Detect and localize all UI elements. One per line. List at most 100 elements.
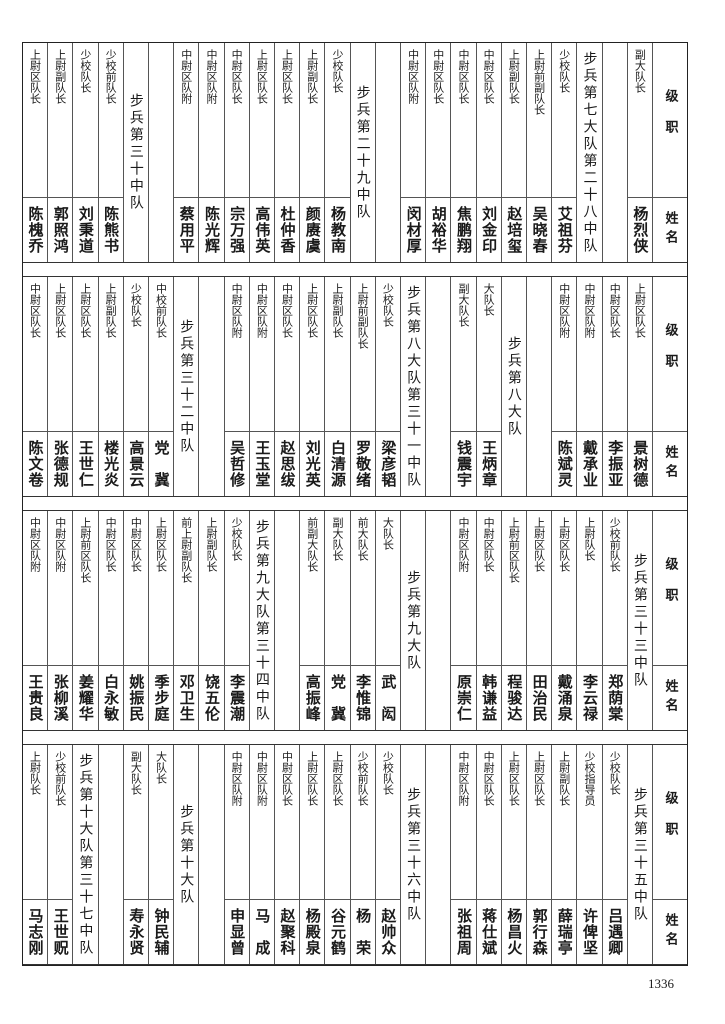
blank-column [374,43,400,262]
rank-text: 副大队长 [330,517,344,561]
rank-text: 上尉区队长 [305,751,319,806]
rank-text: 中尉区队附 [230,283,244,338]
name-cell: 杨 荣 [351,900,375,964]
rank-text: 少校队长 [330,49,344,93]
unit-label: 步兵第三十二中队 [178,318,195,455]
name-cell: 姚振民 [124,666,148,730]
name-cell: 刘金印 [477,198,501,262]
person-column: 少校队长 刘秉道 [72,43,98,262]
name-text: 钟民辅 [152,908,171,956]
rank-cell: 少校队长 [375,277,400,432]
blank-column [425,277,450,496]
person-column: 上尉区队长 景树德 [626,277,652,496]
rank-cell: 上尉区队长 [501,745,526,900]
name-text: 高伟英 [253,206,272,254]
rank-cell: 中尉区队长 [22,277,48,432]
rank-text: 中尉区队附 [456,751,470,806]
rank-cell: 中尉区队附 [249,277,274,432]
name-text: 党 冀 [328,674,347,722]
name-cell: 季步庭 [149,666,173,730]
name-cell: 张德规 [48,432,72,496]
rank-text: 上尉副队长 [330,283,344,338]
name-text: 陈熊书 [102,206,121,254]
person-column: 前副大队长 高振峰 [299,511,325,730]
person-column: 上尉区队长 戴涌泉 [551,511,577,730]
name-text: 邓卫生 [177,674,196,722]
name-text: 高振峰 [303,674,322,722]
rank-cell: 上尉副队长 [552,745,577,900]
name-text: 吴哲修 [228,440,247,488]
name-cell: 高景云 [124,432,148,496]
rank-cell: 上尉区队长 [274,43,300,198]
name-cell: 吴哲修 [225,432,249,496]
rank-text: 大队长 [154,751,168,784]
rank-text: 中尉区队长 [431,49,445,104]
rank-cell: 中尉区队长 [123,511,148,666]
person-column: 中尉区队附 闵材厚 [399,43,426,262]
band-separator [23,731,687,745]
unit-label: 步兵第九大队 [405,569,422,672]
header-rank-cell: 级职 [653,43,687,198]
unit-column: 步兵第十大队第三十七中队 [72,745,97,964]
name-cell: 吕遇卿 [603,900,627,964]
band-separator [23,263,687,277]
unit-column: 步兵第三十二中队 [173,277,198,496]
rank-cell: 中尉区队长 [476,745,501,900]
blank-column [601,43,627,262]
person-column: 中尉区队附 吴哲修 [223,277,249,496]
name-text: 申显曾 [228,908,247,956]
person-column: 中尉区队附 张柳溪 [47,511,73,730]
person-column: 中尉区队长 韩谦益 [475,511,501,730]
name-text: 武 闳 [379,674,398,722]
header-name-cell: 姓名 [653,900,687,964]
unit-cell: 步兵第十大队 [174,745,198,964]
name-text: 艾祖芬 [555,206,574,254]
person-column: 中尉区队附 申显曾 [223,745,249,964]
name-text: 赵思绂 [278,440,297,488]
person-column: 少校前队长杨 荣 [349,745,375,964]
rank-cell: 中尉区队长 [426,43,451,198]
rank-text: 中尉区队附 [456,517,470,572]
name-text: 韩谦益 [480,674,499,722]
rank-cell: 少校队长 [123,277,148,432]
rank-text: 少校指导员 [582,751,596,806]
name-cell: 胡裕华 [426,198,450,262]
person-column: 上尉副队长 赵培玺 [500,43,526,262]
rank-cell: 中尉区队长 [274,277,300,432]
person-column: 大队长 王炳章 [475,277,501,496]
rank-cell: 少校队长 [602,745,627,900]
name-cell: 蔡用平 [174,198,198,262]
name-text: 颜赓虞 [303,206,322,254]
unit-label: 步兵第九大队第三十四中队 [253,518,270,723]
rank-text: 少校队长 [608,751,622,795]
name-text: 李振亚 [606,440,625,488]
rank-text: 中尉区队附 [406,49,420,104]
roster-band: 级职 姓名 上尉区队长 景树德 中尉区队长 李振亚 中尉区队附 戴承业 中尉区队附 陈斌灵 步兵第八… [22,277,687,497]
blank-column [425,511,450,730]
person-column: 上尉区队长 谷元鹤 [324,745,350,964]
rank-text: 上尉区队长 [532,751,546,806]
header-name-cell: 姓名 [653,198,687,262]
name-cell: 戴承业 [577,432,601,496]
rank-text: 上尉区队长 [280,49,294,104]
unit-label: 步兵第三十五中队 [631,786,648,923]
rank-cell: 上尉区队长 [526,511,552,666]
rank-text: 上尉副队长 [204,517,218,572]
name-text: 陈文卷 [26,440,45,488]
rank-cell: 上尉区队长 [627,277,652,432]
person-column: 上尉副队长 白清源 [324,277,350,496]
person-column: 中尉区队长 李振亚 [601,277,627,496]
person-column: 中尉区队长 焦鹏翔 [450,43,476,262]
person-column: 少校队长 吕遇卿 [601,745,627,964]
rank-cell: 副大队长 [325,511,350,666]
name-cell: 王玉堂 [250,432,274,496]
rank-cell: 中尉区队附 [22,511,48,666]
rank-cell: 前上尉副队长 [174,511,199,666]
person-column: 中尉区队长 胡裕华 [425,43,451,262]
name-cell: 赵培玺 [502,198,526,262]
name-cell: 吴晓春 [527,198,551,262]
rank-cell: 中尉区队附 [249,745,274,900]
rank-text: 上尉区队长 [305,283,319,338]
rank-text: 中尉区队附 [557,283,571,338]
header-rank-label: 级职 [662,791,678,853]
